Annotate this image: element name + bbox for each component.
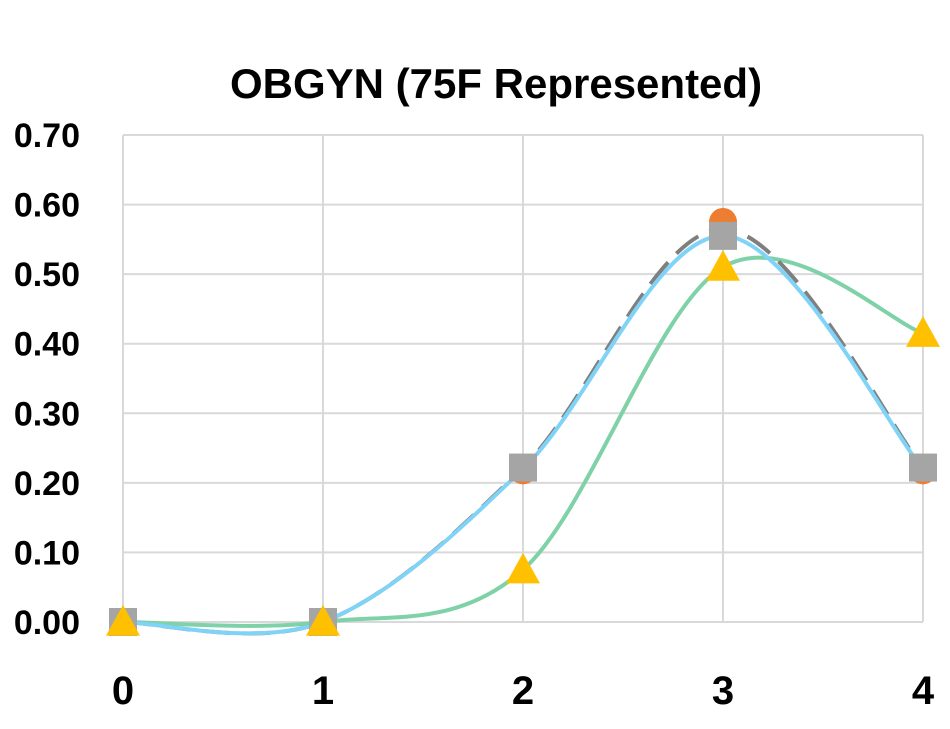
y-tick-label: 0.30	[14, 395, 80, 433]
data-point-triangle	[106, 605, 140, 636]
y-tick-label: 0.40	[14, 326, 80, 364]
y-tick-label: 0.00	[14, 604, 80, 642]
y-axis-tick-labels: 0.00 0.10 0.20 0.30 0.40 0.50 0.60 0.70	[14, 117, 80, 642]
data-point-triangle	[706, 250, 740, 281]
series-line-3	[122, 233, 925, 636]
data-point-triangle	[506, 552, 540, 584]
x-tick-label: 3	[712, 669, 734, 713]
data-point-square	[709, 221, 737, 250]
y-tick-label: 0.20	[14, 465, 80, 503]
y-tick-label: 0.70	[14, 117, 80, 155]
x-tick-label: 2	[512, 669, 534, 713]
x-axis-tick-labels: 0 1 2 3 4	[112, 669, 935, 713]
series-markers	[106, 207, 940, 636]
gridlines	[122, 134, 924, 623]
data-point-triangle	[306, 605, 340, 636]
data-point-square	[909, 453, 937, 482]
data-point-square	[509, 453, 537, 482]
data-point-triangle	[906, 316, 940, 347]
series-lines	[122, 226, 925, 636]
y-tick-label: 0.60	[14, 187, 80, 225]
series-line-0	[122, 255, 924, 628]
y-tick-label: 0.50	[14, 256, 80, 294]
x-tick-label: 0	[112, 669, 134, 713]
x-tick-label: 4	[912, 669, 935, 713]
y-tick-label: 0.10	[14, 534, 80, 572]
chart-title: OBGYN (75F Represented)	[230, 60, 762, 107]
x-tick-label: 1	[312, 669, 334, 713]
